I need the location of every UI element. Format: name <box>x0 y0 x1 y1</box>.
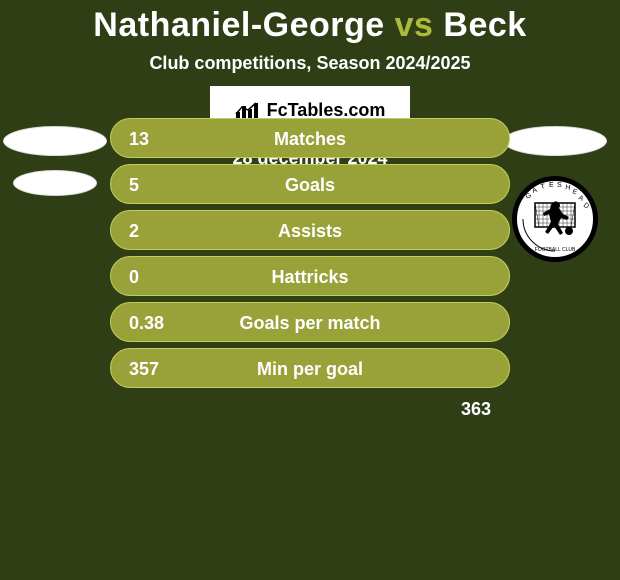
stat-left-value: 0.38 <box>129 303 164 343</box>
stat-left-value: 13 <box>129 119 149 159</box>
right-player-avatar-placeholder <box>503 126 607 156</box>
right-player-column: G A T E S H E A D FOOTBALL CLUB <box>500 118 610 262</box>
svg-text:D: D <box>582 202 590 211</box>
svg-text:E: E <box>571 188 578 196</box>
stat-row: 2Assists0 <box>110 210 510 250</box>
svg-text:S: S <box>557 182 562 189</box>
stat-right-value: 363 <box>461 389 491 429</box>
left-player-avatar-placeholder <box>3 126 107 156</box>
stat-left-value: 5 <box>129 165 139 205</box>
stat-left-value: 2 <box>129 211 139 251</box>
svg-text:A: A <box>577 194 584 202</box>
stat-row: 13Matches3 <box>110 118 510 158</box>
title-left: Nathaniel-George <box>93 6 384 44</box>
bar-chart-icon <box>235 100 261 120</box>
stat-label: Matches <box>111 119 509 159</box>
stat-left-value: 0 <box>129 257 139 297</box>
svg-text:E: E <box>549 182 554 189</box>
subtitle: Club competitions, Season 2024/2025 <box>0 53 620 74</box>
stats-table: 13Matches35Goals12Assists00Hattricks00.3… <box>110 118 510 394</box>
svg-text:T: T <box>540 183 546 191</box>
svg-text:A: A <box>531 187 538 195</box>
title-vs: vs <box>395 6 434 44</box>
stat-row: 0.38Goals per match0.33 <box>110 302 510 342</box>
stat-left-value: 357 <box>129 349 159 389</box>
svg-text:H: H <box>565 184 571 192</box>
stat-label: Min per goal <box>111 349 509 389</box>
page-title: Nathaniel-George vs Beck <box>0 0 620 45</box>
stat-label: Hattricks <box>111 257 509 297</box>
stat-label: Goals <box>111 165 509 205</box>
stat-row: 0Hattricks0 <box>110 256 510 296</box>
svg-text:G: G <box>525 192 533 201</box>
stat-row: 357Min per goal363 <box>110 348 510 388</box>
title-right: Beck <box>443 6 526 44</box>
right-club-badge: G A T E S H E A D FOOTBALL CLUB <box>512 176 598 262</box>
stat-label: Goals per match <box>111 303 509 343</box>
left-player-column <box>0 118 110 206</box>
stat-label: Assists <box>111 211 509 251</box>
left-club-badge-placeholder <box>13 170 97 196</box>
svg-text:FOOTBALL CLUB: FOOTBALL CLUB <box>535 247 576 253</box>
stat-row: 5Goals1 <box>110 164 510 204</box>
